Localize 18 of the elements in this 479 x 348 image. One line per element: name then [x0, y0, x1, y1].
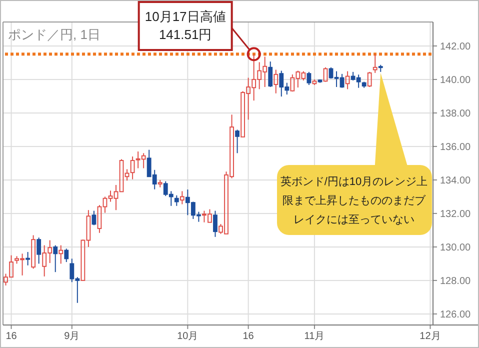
- y-tick-label: 134.00: [440, 175, 472, 186]
- y-tick-label: 132.00: [440, 208, 472, 220]
- y-tick-label: 138.00: [440, 108, 472, 120]
- chart-title: ポンド／円, 1日: [8, 27, 100, 42]
- annotation: 英ボンド/円は10月のレンジ上限まで上昇したもののまだブレイクには至っていない: [280, 175, 428, 226]
- x-tick-label: 9月: [64, 331, 80, 342]
- y-tick-label: 130.00: [440, 242, 472, 254]
- x-tick-label: 16: [6, 331, 18, 342]
- x-tick-label: 16: [242, 331, 254, 342]
- y-tick-label: 136.00: [440, 142, 472, 153]
- x-tick-label: 12月: [420, 331, 441, 342]
- y-tick-label: 142.00: [440, 41, 472, 52]
- y-tick-label: 140.00: [440, 74, 472, 86]
- y-tick-label: 128.00: [440, 276, 472, 287]
- x-tick-label: 11月: [304, 331, 325, 342]
- x-tick-label: 10月: [177, 331, 198, 342]
- y-tick-label: 126.00: [440, 309, 472, 320]
- annotation: 10月17日高値 141.51円: [144, 9, 226, 42]
